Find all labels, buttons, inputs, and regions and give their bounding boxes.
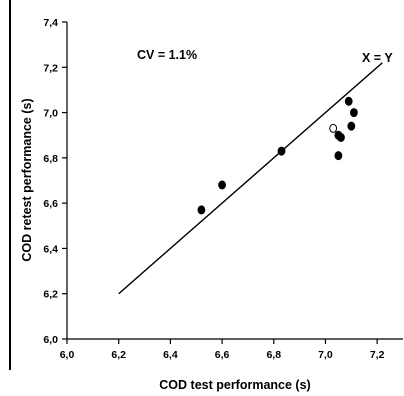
cv-annotation: CV = 1.1%	[137, 48, 197, 62]
y-tick-label: 6,2	[43, 289, 58, 301]
data-point	[344, 96, 353, 106]
x-tick-label: 6,6	[215, 349, 230, 361]
y-axis-ticks: 6,0 6,2 6,4 6,6 6,8 7,0 7,2 7,4	[43, 17, 67, 346]
x-tick-label: 6,8	[266, 349, 281, 361]
y-tick-label: 7,0	[43, 108, 58, 120]
y-tick-label: 6,8	[43, 153, 58, 165]
x-tick-label: 6,0	[60, 349, 75, 361]
x-tick-label: 6,2	[111, 349, 126, 361]
data-point-open	[329, 123, 338, 133]
y-tick-label: 7,4	[43, 17, 58, 29]
y-tick-label: 6,0	[43, 334, 58, 346]
data-point	[218, 180, 226, 190]
data-point	[334, 151, 343, 161]
data-point	[277, 146, 286, 156]
data-points	[197, 96, 358, 215]
data-point	[349, 108, 358, 118]
data-point	[337, 132, 345, 142]
identity-line-label: X = Y	[362, 51, 393, 65]
x-tick-label: 6,4	[163, 349, 178, 361]
y-tick-label: 7,2	[43, 62, 58, 74]
y-tick-label: 6,4	[43, 243, 58, 255]
data-point	[347, 121, 356, 131]
identity-line	[118, 62, 383, 295]
x-axis-title: COD test performance (s)	[159, 378, 310, 392]
y-axis-title: COD retest performance (s)	[20, 98, 34, 261]
x-axis-ticks: 6,0 6,2 6,4 6,6 6,8 7,0 7,2	[60, 339, 385, 361]
x-tick-label: 7,0	[318, 349, 333, 361]
plot-area: 6,0 6,2 6,4 6,6 6,8 7,0 7,2 7,4 6,0 6,2 6,4 6,6 6,8…	[43, 17, 403, 361]
x-tick-label: 7,2	[370, 349, 385, 361]
data-point	[197, 205, 206, 215]
y-tick-label: 6,6	[43, 198, 58, 210]
